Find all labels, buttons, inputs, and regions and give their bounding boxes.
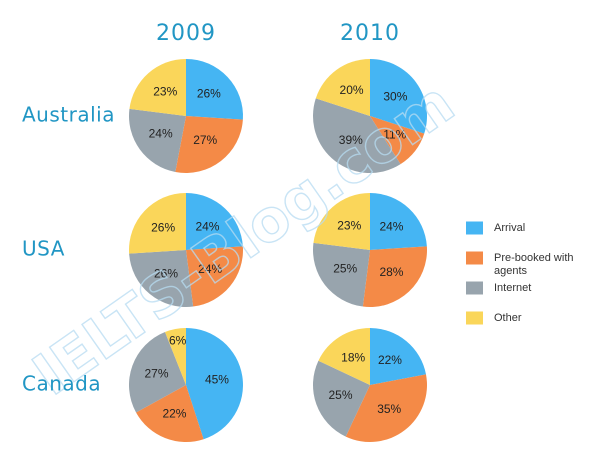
slice-canada-2010-pre-booked-with-agents	[345, 374, 428, 443]
slice-label-canada-2010-pre-booked-with-agents: 35%	[377, 402, 401, 416]
year-label-2010: 2010	[340, 21, 400, 46]
slice-label-australia-2010-arrival: 30%	[383, 90, 407, 104]
country-label-usa: USA	[22, 237, 65, 261]
slice-canada-2009-other	[165, 328, 186, 385]
legend-label-arrival: Arrival	[494, 222, 525, 234]
slice-label-australia-2010-internet: 39%	[339, 133, 363, 147]
slice-usa-2009-internet	[129, 250, 194, 307]
slice-label-australia-2009-arrival: 26%	[197, 87, 221, 101]
slice-canada-2009-arrival	[186, 328, 243, 440]
legend-swatch-arrival	[466, 221, 483, 235]
slice-label-canada-2009-arrival: 45%	[205, 372, 229, 386]
pie-australia-2009: 26% 27% 24% 23%	[129, 59, 244, 173]
slice-label-australia-2010-pre-booked-with-agents: 11%	[383, 127, 406, 141]
slice-label-australia-2009-pre-booked-with-agents: 27%	[193, 133, 217, 147]
slice-label-canada-2009-internet: 27%	[144, 367, 168, 381]
slice-label-usa-2010-internet: 25%	[333, 261, 357, 275]
pie-australia-2010: 30% 11% 39% 20%	[313, 59, 427, 174]
slice-australia-2010-internet	[313, 98, 401, 174]
legend-label-pre-booked-with-agents: Pre-booked with	[494, 252, 574, 264]
legend-swatch-other	[466, 311, 483, 325]
pie-usa-2010: 24% 28% 25% 23%	[313, 193, 428, 307]
pie-usa-2009: 24% 24% 26% 26%	[128, 193, 244, 307]
slice-usa-2010-internet	[313, 242, 370, 307]
legend-item-other: Other	[466, 311, 522, 325]
slice-usa-2010-other	[313, 193, 370, 250]
slice-label-usa-2010-other: 23%	[337, 219, 361, 233]
slice-label-usa-2009-arrival: 24%	[195, 219, 219, 233]
slice-australia-2010-pre-booked-with-agents	[370, 116, 425, 165]
slice-canada-2009-pre-booked-with-agents	[136, 385, 204, 442]
legend-item-arrival: Arrival	[466, 221, 525, 235]
slice-label-canada-2010-arrival: 22%	[378, 353, 402, 367]
slice-label-usa-2009-other: 26%	[151, 221, 175, 235]
slice-label-canada-2009-other: 6%	[169, 334, 187, 348]
slice-label-canada-2010-other: 18%	[341, 351, 365, 365]
legend-label-pre-booked-with-agents-line2: agents	[494, 265, 528, 277]
slice-label-canada-2010-internet: 25%	[328, 388, 352, 402]
slice-usa-2009-arrival	[186, 193, 243, 250]
slice-canada-2010-arrival	[370, 328, 426, 385]
slice-australia-2009-arrival	[186, 59, 244, 120]
pie-canada-2009: 45% 22% 27% 6%	[128, 328, 243, 442]
slice-australia-2009-other	[129, 59, 186, 116]
year-label-2009: 2009	[156, 21, 216, 46]
legend-swatch-pre-booked-with-agents	[466, 251, 483, 265]
slice-label-australia-2009-other: 23%	[153, 85, 177, 99]
slice-australia-2009-internet	[129, 108, 186, 172]
slice-usa-2009-other	[128, 193, 186, 254]
legend-swatch-internet	[466, 281, 483, 295]
legend-label-other: Other	[494, 312, 522, 324]
slice-canada-2010-internet	[312, 360, 370, 437]
slice-label-usa-2009-internet: 26%	[154, 266, 178, 280]
slice-canada-2010-other	[318, 327, 370, 385]
legend-label-internet: Internet	[494, 282, 531, 294]
slice-usa-2010-arrival	[370, 193, 427, 250]
slice-usa-2010-pre-booked-with-agents	[362, 246, 428, 307]
country-label-canada: Canada	[22, 372, 101, 396]
slice-label-canada-2009-pre-booked-with-agents: 22%	[162, 406, 186, 420]
country-label-australia: Australia	[22, 103, 115, 127]
slice-label-usa-2009-pre-booked-with-agents: 24%	[198, 262, 222, 276]
slice-label-australia-2010-other: 20%	[340, 83, 364, 97]
slice-australia-2010-other	[315, 59, 370, 116]
slice-australia-2009-pre-booked-with-agents	[175, 116, 243, 173]
slice-label-usa-2010-arrival: 24%	[379, 219, 403, 233]
slice-label-usa-2010-pre-booked-with-agents: 28%	[379, 265, 403, 279]
slice-label-australia-2009-internet: 24%	[149, 127, 173, 141]
slice-usa-2009-pre-booked-with-agents	[186, 246, 244, 307]
slice-australia-2010-arrival	[370, 59, 427, 134]
slice-canada-2009-internet	[128, 332, 186, 413]
pie-canada-2010: 22% 35% 25% 18%	[312, 327, 428, 443]
legend-item-internet: Internet	[466, 281, 531, 295]
